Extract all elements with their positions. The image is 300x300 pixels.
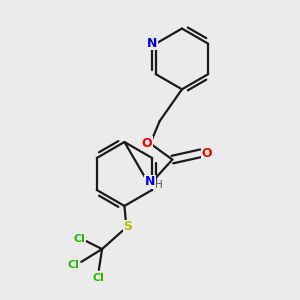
Text: O: O: [202, 147, 212, 160]
Text: H: H: [155, 179, 163, 190]
Text: N: N: [147, 37, 157, 50]
Text: Cl: Cl: [74, 235, 85, 244]
Text: N: N: [145, 176, 155, 188]
Text: Cl: Cl: [68, 260, 79, 270]
Text: O: O: [142, 137, 152, 150]
Text: Cl: Cl: [93, 273, 105, 283]
Text: S: S: [123, 220, 132, 233]
